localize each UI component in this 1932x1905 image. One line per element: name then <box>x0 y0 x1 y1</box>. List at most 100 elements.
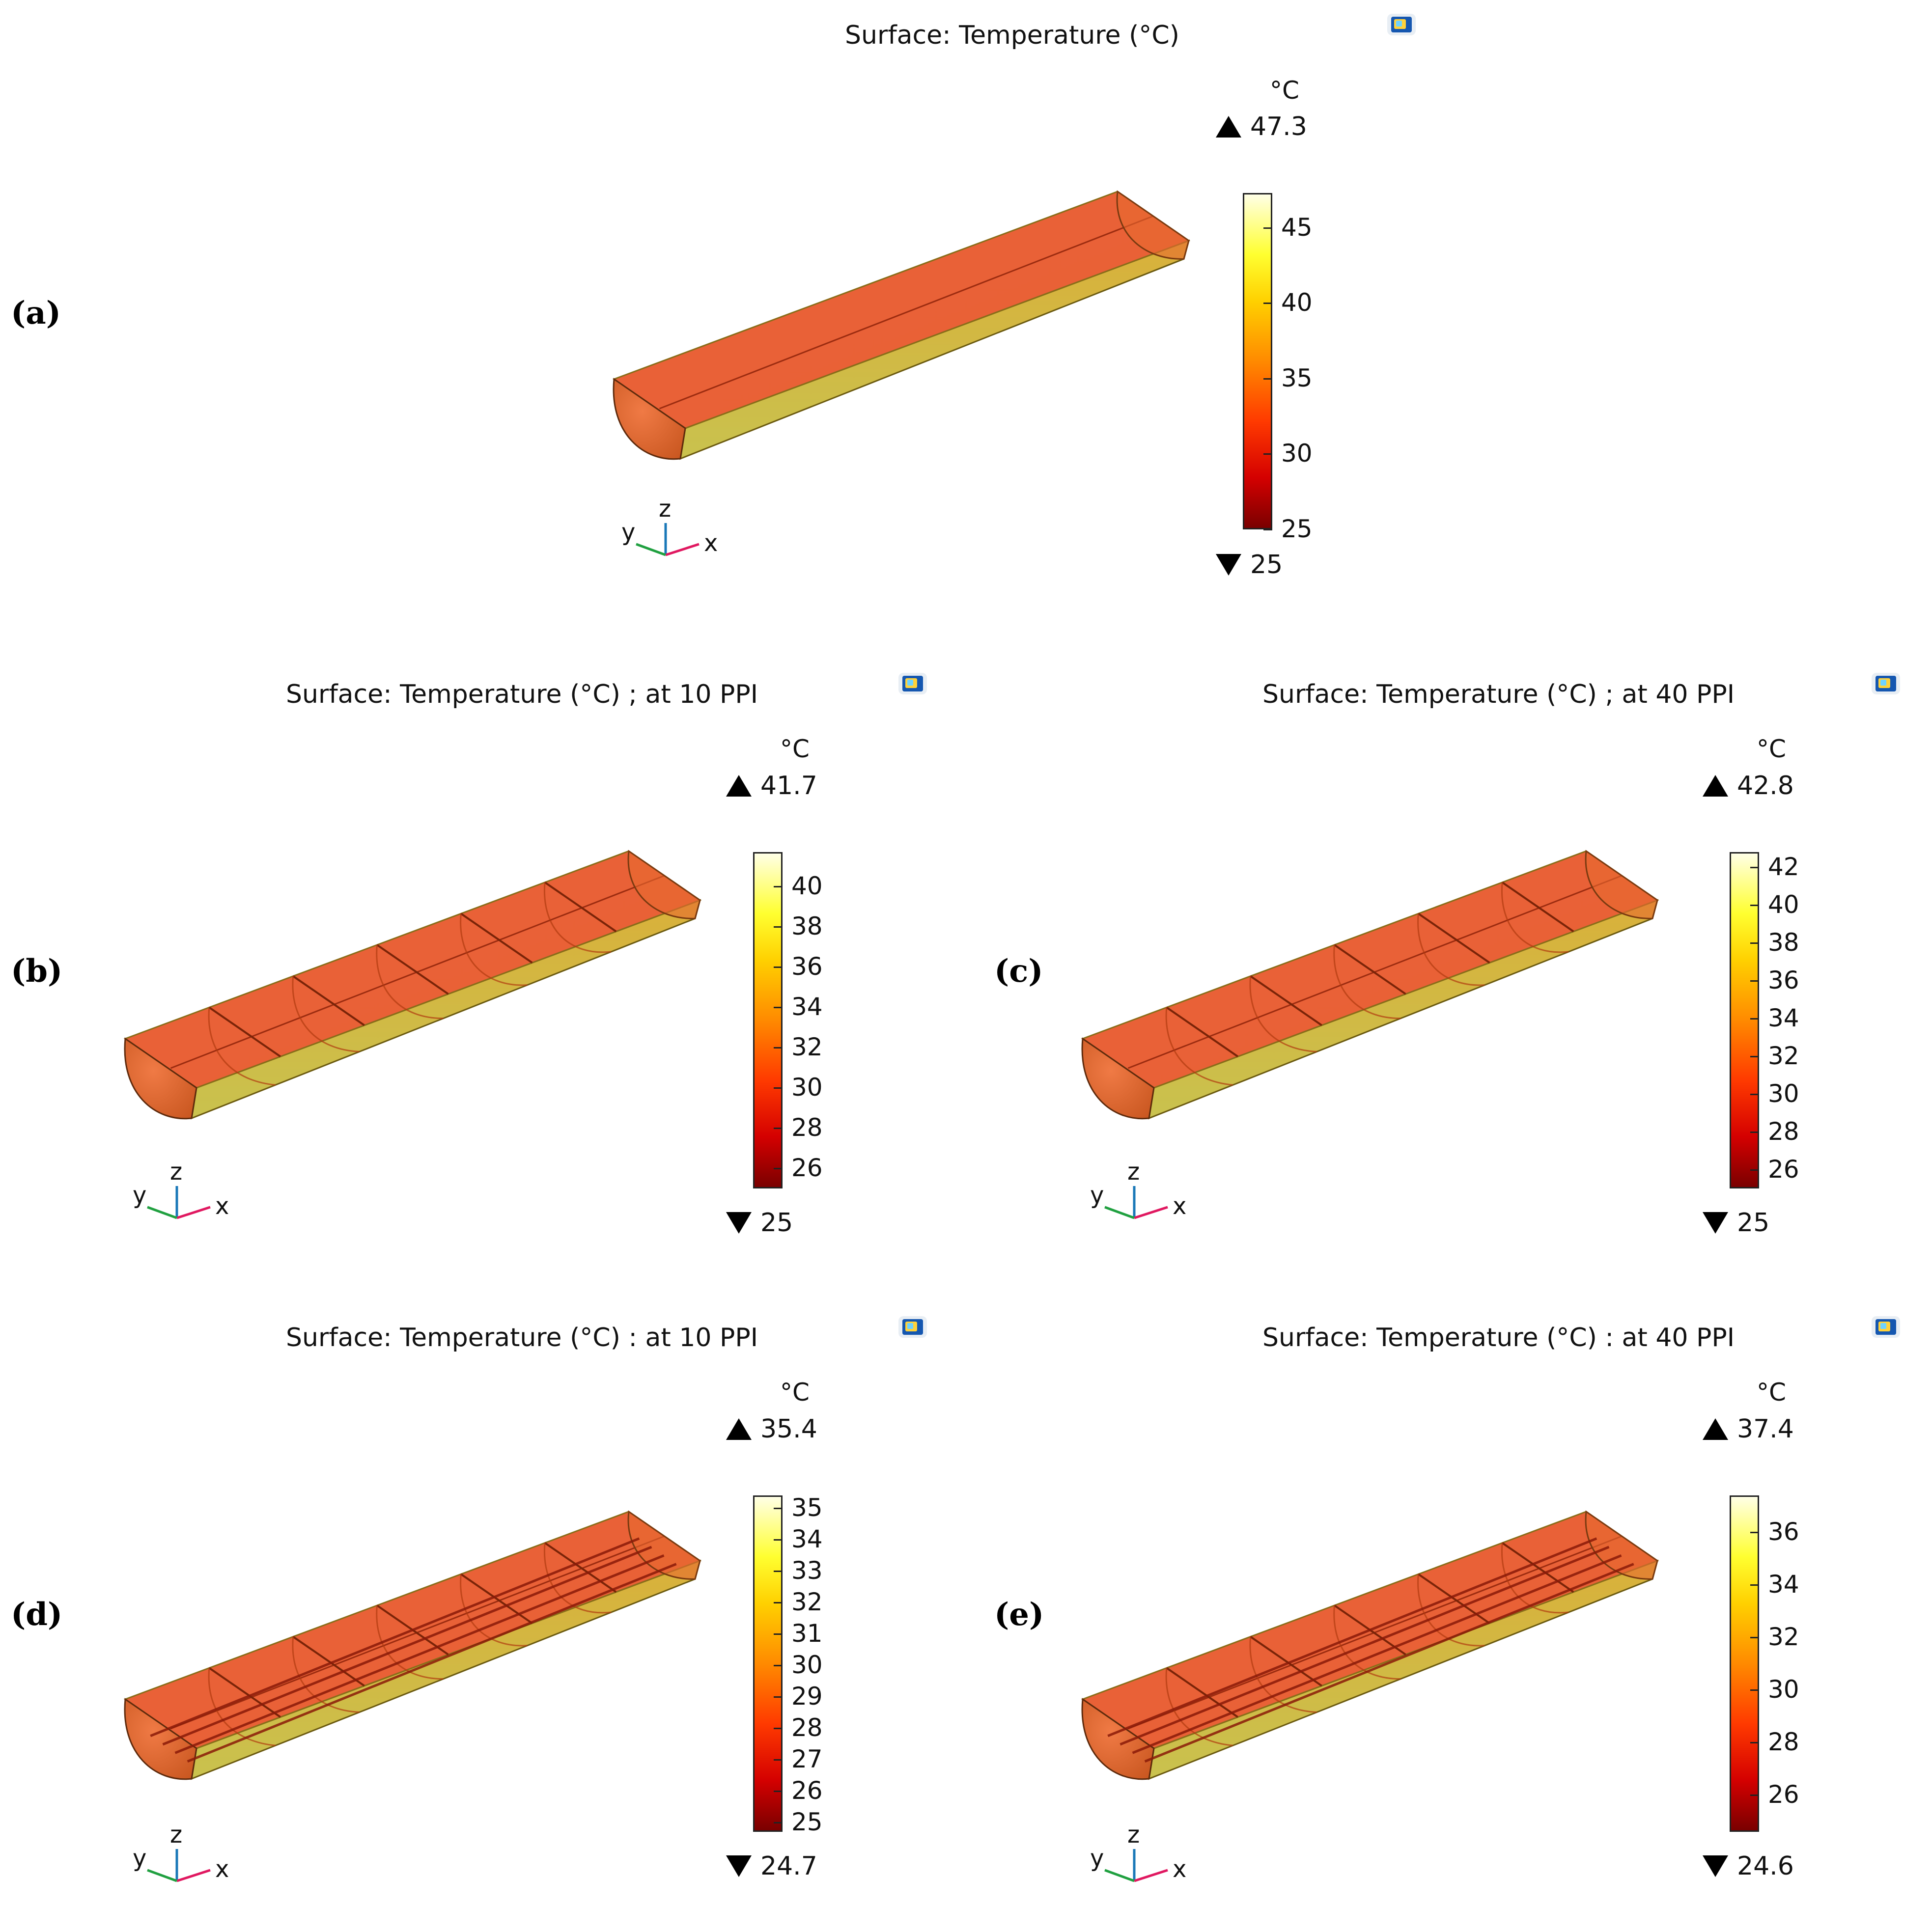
baffle-arc <box>460 1574 528 1647</box>
colorbar-tick-label: 34 <box>791 992 823 1021</box>
x-axis-label: x <box>1173 1192 1186 1220</box>
colorbar-tick-label: 25 <box>1281 515 1313 543</box>
end-cap-far <box>1585 850 1658 919</box>
min-triangle-icon <box>1216 554 1241 576</box>
plot-title: Surface: Temperature (°C) : at 40 PPI <box>1262 1323 1735 1353</box>
x-axis-label: x <box>1173 1855 1186 1883</box>
colorbar-tick-label: 30 <box>1281 439 1313 468</box>
axis-triad: z x y <box>133 1821 229 1883</box>
baffle-arc <box>1249 976 1317 1052</box>
end-cap-far <box>627 850 701 919</box>
colorbar-ticks: 35 34 33 32 31 30 29 28 27 26 25 <box>774 1493 881 1836</box>
colorbar-tick-mark <box>774 1507 783 1509</box>
logo-glyph <box>1387 14 1416 35</box>
y-axis-label: y <box>621 519 635 546</box>
colorbar-tick-mark <box>774 926 783 928</box>
colorbar-tick-mark <box>774 1727 783 1729</box>
colorbar-tick-mark <box>1263 529 1272 530</box>
colorbar <box>1730 1495 1759 1832</box>
plot-title: Surface: Temperature (°C) : at 10 PPI <box>286 1323 758 1353</box>
baffle-arc <box>208 1668 276 1746</box>
colorbar-tick-mark <box>1750 1584 1759 1586</box>
max-triangle-icon <box>726 1418 752 1440</box>
colorbar-tick-mark <box>1750 1093 1759 1095</box>
colorbar-tick-label: 26 <box>791 1153 823 1182</box>
y-axis-label: y <box>133 1845 146 1872</box>
collector-model <box>1081 850 1659 1120</box>
end-cap-far <box>1116 190 1190 260</box>
colorbar-tick-mark <box>774 1127 783 1129</box>
baffle-arc <box>1417 1574 1485 1647</box>
max-value: 42.8 <box>1703 771 1794 801</box>
colorbar-tick-label: 28 <box>791 1113 823 1142</box>
min-triangle-icon <box>726 1855 752 1877</box>
colorbar-tick-label: 32 <box>1768 1622 1799 1651</box>
max-value: 37.4 <box>1703 1414 1794 1444</box>
colorbar-tick-mark <box>1750 866 1759 868</box>
colorbar-tick-label: 30 <box>791 1650 823 1679</box>
colorbar-tick-mark <box>774 966 783 968</box>
plot-title: Surface: Temperature (°C) <box>845 21 1179 50</box>
colorbar-tick-mark <box>774 885 783 887</box>
colorbar-tick-mark <box>1750 1636 1759 1638</box>
baffle-arc <box>1165 1668 1233 1746</box>
heat-pipe-rod <box>162 1546 652 1746</box>
collector-model <box>123 850 702 1120</box>
colorbar-ticks: 36 34 32 30 28 26 <box>1750 1495 1857 1832</box>
y-axis <box>147 1869 177 1882</box>
x-axis <box>176 1206 211 1219</box>
colorbar-tick-mark <box>1750 1689 1759 1691</box>
max-value: 35.4 <box>726 1414 817 1444</box>
colorbar-tick-label: 34 <box>791 1524 823 1553</box>
colorbar-tick-label: 27 <box>791 1744 823 1773</box>
axis-triad: z x y <box>133 1158 229 1220</box>
colorbar-tick-label: 45 <box>1281 213 1313 242</box>
colorbar-tick-mark <box>1750 1131 1759 1133</box>
z-axis-label: z <box>170 1158 182 1186</box>
colorbar-tick-mark <box>774 1006 783 1008</box>
logo-glyph <box>898 673 927 694</box>
max-triangle-icon <box>1703 1418 1728 1440</box>
colorbar-tick-label: 30 <box>1768 1079 1799 1108</box>
panel-label: (a) <box>11 295 61 331</box>
colorbar-tick-label: 38 <box>791 911 823 940</box>
colorbar-tick-mark <box>1750 1055 1759 1057</box>
min-triangle-icon <box>1703 1855 1728 1877</box>
collector-model <box>612 190 1191 460</box>
baffle-edge <box>1502 882 1574 933</box>
baffle-arc <box>1417 913 1485 986</box>
baffle-edge <box>292 975 365 1026</box>
max-value-text: 47.3 <box>1250 112 1307 141</box>
min-value: 25 <box>1216 550 1283 580</box>
baffle-edge <box>460 912 533 964</box>
baffle-edge <box>1334 944 1406 995</box>
end-cap <box>124 1698 197 1780</box>
panel-label: (c) <box>994 953 1043 990</box>
max-value-text: 35.4 <box>760 1414 817 1444</box>
colorbar-tick-label: 28 <box>791 1713 823 1742</box>
panel-label: (d) <box>11 1596 63 1633</box>
y-axis-label: y <box>133 1182 146 1209</box>
logo-glyph <box>1872 673 1900 694</box>
colorbar-tick-mark <box>774 1822 783 1823</box>
colorbar-tick-mark <box>1750 1018 1759 1020</box>
panel-d: (d) Surface: Temperature (°C) : at 10 PP… <box>0 1272 966 1905</box>
colorbar-tick-mark <box>1750 1795 1759 1796</box>
colorbar-tick-mark <box>1263 378 1272 380</box>
end-cap <box>124 1037 197 1120</box>
colorbar-tick-mark <box>1750 980 1759 982</box>
y-axis <box>147 1206 177 1219</box>
baffle-arc <box>1501 882 1569 953</box>
baffle-arc <box>376 944 444 1020</box>
colorbar-tick-label: 38 <box>1768 928 1799 957</box>
max-value: 41.7 <box>726 771 817 801</box>
axis-triad: z x y <box>621 495 718 557</box>
min-value: 25 <box>726 1208 793 1238</box>
baffle-edge <box>544 882 617 933</box>
colorbar-unit: °C <box>780 735 810 763</box>
colorbar-tick-label: 28 <box>1768 1117 1799 1146</box>
colorbar-tick-mark <box>774 1759 783 1761</box>
absorber-line <box>659 215 1154 410</box>
colorbar-tick-label: 25 <box>791 1807 823 1836</box>
panel-e: (e) Surface: Temperature (°C) : at 40 PP… <box>966 1272 1932 1905</box>
